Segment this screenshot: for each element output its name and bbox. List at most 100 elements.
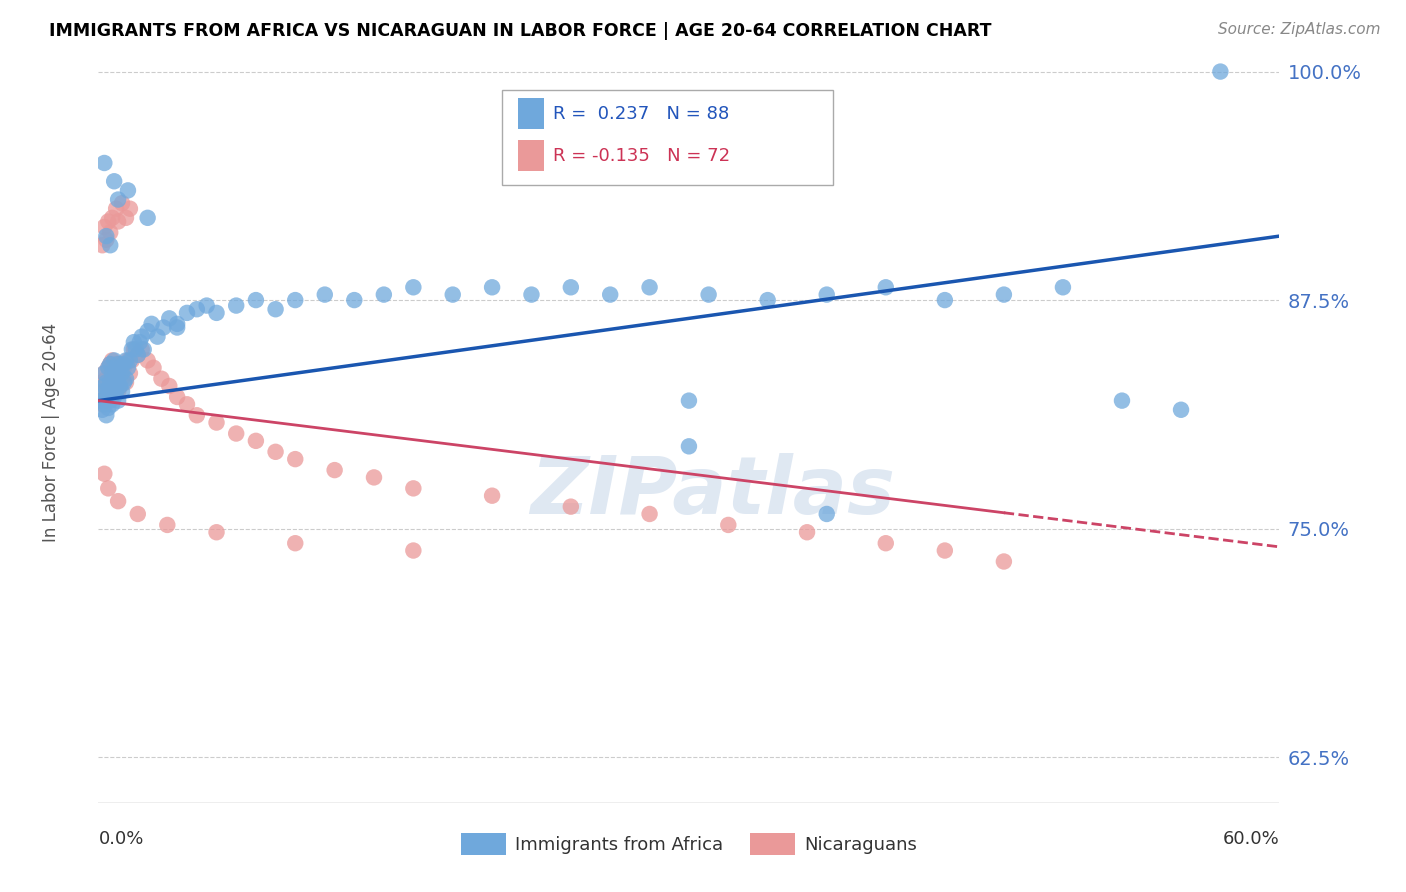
- Point: [101, 366, 124, 380]
- Point: [131, 343, 153, 357]
- Point: [98, 357, 121, 371]
- Point: [89, 393, 111, 408]
- Point: [934, 543, 956, 558]
- Point: [115, 211, 138, 225]
- Point: [141, 317, 163, 331]
- Point: [93, 379, 115, 393]
- Point: [136, 324, 159, 338]
- Point: [118, 202, 141, 216]
- Text: IMMIGRANTS FROM AFRICA VS NICARAGUAN IN LABOR FORCE | AGE 20-64 CORRELATION CHAR: IMMIGRANTS FROM AFRICA VS NICARAGUAN IN …: [49, 22, 991, 40]
- Point: [98, 357, 121, 371]
- Point: [343, 293, 366, 307]
- Point: [91, 238, 114, 252]
- Point: [1052, 280, 1074, 294]
- Point: [815, 507, 838, 521]
- Point: [107, 393, 129, 408]
- Point: [101, 379, 124, 393]
- Point: [101, 211, 124, 225]
- Point: [98, 226, 121, 240]
- Point: [103, 372, 125, 386]
- Text: R = -0.135   N = 72: R = -0.135 N = 72: [553, 147, 730, 165]
- Point: [264, 302, 287, 317]
- Point: [176, 397, 198, 411]
- Point: [815, 287, 838, 301]
- Point: [96, 409, 118, 423]
- Point: [402, 280, 425, 294]
- Point: [520, 287, 543, 301]
- Point: [176, 306, 198, 320]
- FancyBboxPatch shape: [502, 90, 832, 185]
- Point: [284, 536, 307, 550]
- Point: [89, 393, 111, 408]
- Point: [1111, 393, 1133, 408]
- Point: [93, 156, 115, 170]
- Point: [121, 343, 143, 357]
- Text: 60.0%: 60.0%: [1223, 830, 1279, 847]
- Point: [875, 280, 897, 294]
- Point: [142, 360, 165, 375]
- Point: [97, 482, 120, 496]
- Point: [98, 376, 121, 390]
- Point: [97, 383, 120, 397]
- Point: [638, 280, 661, 294]
- Point: [481, 489, 503, 503]
- Point: [314, 287, 336, 301]
- Point: [697, 287, 720, 301]
- Point: [796, 525, 818, 540]
- Point: [91, 402, 114, 417]
- Point: [112, 357, 135, 371]
- Point: [101, 353, 124, 368]
- Bar: [517, 140, 544, 171]
- Point: [91, 376, 114, 390]
- Point: [186, 302, 208, 317]
- Point: [402, 482, 425, 496]
- Point: [993, 287, 1015, 301]
- Text: 0.0%: 0.0%: [98, 830, 143, 847]
- Point: [103, 353, 125, 368]
- Point: [118, 353, 141, 368]
- Point: [205, 306, 228, 320]
- Point: [146, 329, 169, 343]
- Point: [96, 229, 118, 244]
- Point: [105, 379, 128, 393]
- Legend: Immigrants from Africa, Nicaraguans: Immigrants from Africa, Nicaraguans: [454, 825, 924, 862]
- Point: [323, 463, 346, 477]
- Point: [111, 372, 134, 386]
- Point: [97, 401, 120, 415]
- Point: [93, 366, 115, 380]
- Point: [136, 211, 159, 225]
- Point: [121, 353, 143, 368]
- Point: [1170, 402, 1192, 417]
- Point: [756, 293, 779, 307]
- Point: [205, 416, 228, 430]
- Point: [599, 287, 621, 301]
- Point: [108, 360, 131, 375]
- Point: [103, 366, 125, 380]
- Point: [245, 434, 267, 448]
- Point: [678, 439, 700, 453]
- Point: [157, 311, 180, 326]
- Point: [107, 376, 129, 390]
- Point: [363, 470, 385, 484]
- Point: [264, 445, 287, 459]
- Point: [402, 543, 425, 558]
- Point: [373, 287, 395, 301]
- Point: [132, 343, 155, 357]
- Point: [101, 376, 124, 390]
- Point: [91, 397, 114, 411]
- Point: [284, 293, 307, 307]
- Point: [166, 390, 188, 404]
- Point: [97, 360, 120, 375]
- Point: [441, 287, 464, 301]
- Point: [93, 219, 115, 234]
- Point: [157, 379, 180, 393]
- Point: [128, 335, 150, 350]
- Point: [131, 329, 153, 343]
- Point: [225, 426, 247, 441]
- Point: [117, 183, 139, 197]
- Point: [166, 317, 188, 331]
- Point: [103, 384, 125, 399]
- Point: [115, 376, 138, 390]
- Point: [115, 372, 138, 386]
- Point: [105, 366, 128, 380]
